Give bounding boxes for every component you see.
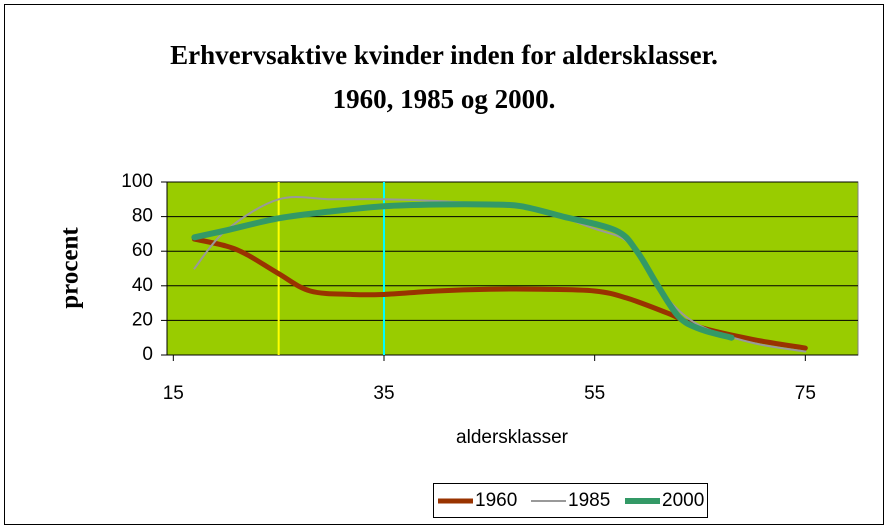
chart-title: Erhvervsaktive kvinder inden for aldersk… bbox=[170, 40, 718, 70]
y-tick-label: 60 bbox=[132, 240, 153, 261]
y-tick-label: 20 bbox=[132, 309, 153, 330]
legend-label: 2000 bbox=[662, 490, 704, 511]
y-tick-label: 0 bbox=[142, 344, 153, 365]
legend-label: 1960 bbox=[475, 490, 517, 511]
y-tick-label: 40 bbox=[132, 275, 153, 296]
legend-box bbox=[433, 483, 708, 518]
x-tick-label: 75 bbox=[795, 383, 816, 404]
x-axis-label: aldersklasser bbox=[456, 427, 569, 448]
legend-label: 1985 bbox=[568, 490, 610, 511]
line-series bbox=[191, 201, 735, 341]
plot-area bbox=[166, 181, 859, 356]
x-tick-label: 35 bbox=[373, 383, 394, 404]
x-tick-label: 55 bbox=[584, 383, 605, 404]
y-tick-label: 100 bbox=[121, 171, 153, 192]
chart-title: 1960, 1985 og 2000. bbox=[333, 84, 556, 114]
y-tick-label: 80 bbox=[132, 206, 153, 227]
y-axis-label: procent bbox=[57, 227, 84, 309]
x-tick-label: 15 bbox=[163, 383, 184, 404]
